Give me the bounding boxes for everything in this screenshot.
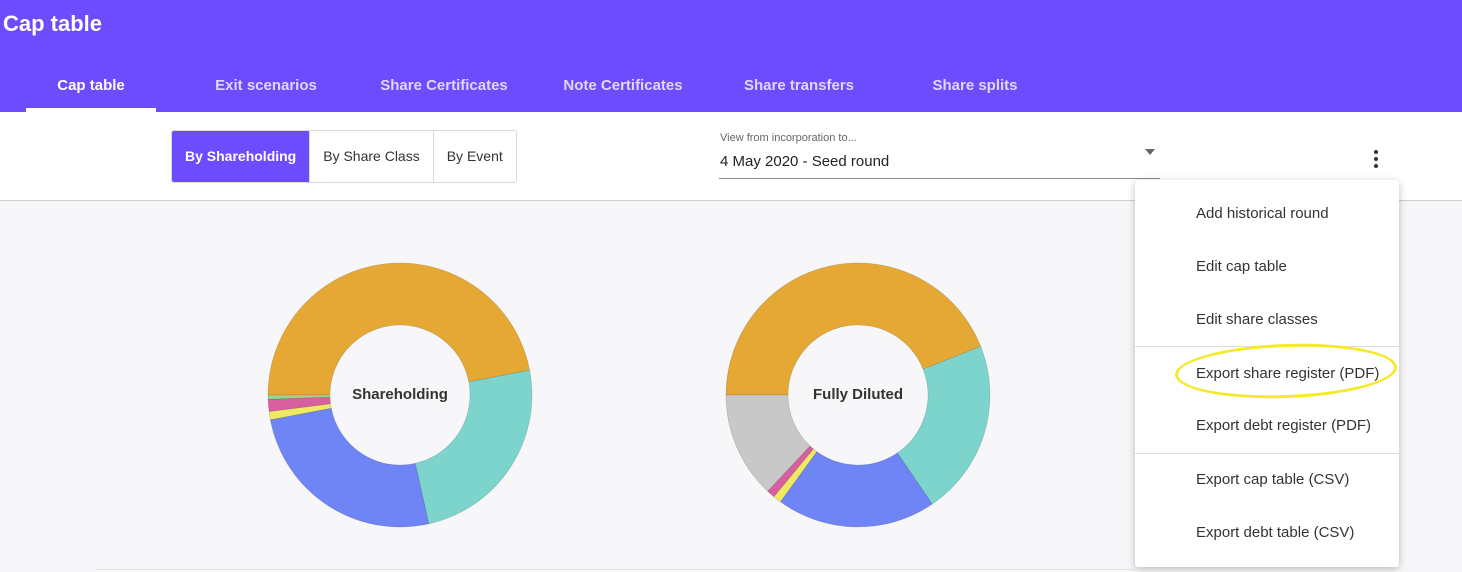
toggle-by-shareholding[interactable]: By Shareholding [172,131,311,182]
tab-share-transfers[interactable]: Share transfers [743,77,855,94]
menu-export-debt-table-csv[interactable]: Export debt table (CSV) [1196,524,1355,541]
more-dot [1374,150,1378,154]
page-title: Cap table [3,11,103,36]
menu-export-debt-register-pdf[interactable]: Export debt register (PDF) [1196,417,1372,434]
menu-edit-cap-table[interactable]: Edit cap table [1196,258,1287,275]
menu-edit-share-classes[interactable]: Edit share classes [1196,311,1318,328]
dropdown-arrow-icon[interactable] [1145,149,1155,155]
menu-export-cap-table-csv[interactable]: Export cap table (CSV) [1196,471,1350,488]
donut-slice[interactable] [268,403,332,421]
active-tab-indicator [26,108,156,112]
view-from-value: 4 May 2020 - Seed round [720,153,890,170]
tab-cap-table[interactable]: Cap table [57,77,125,94]
tab-share-certificates[interactable]: Share Certificates [380,77,508,94]
donut-slice[interactable] [725,394,811,492]
fully-diluted-donut-chart [725,262,991,528]
content-divider [95,569,1135,570]
toggle-by-share-class[interactable]: By Share Class [310,131,434,182]
app-header: Cap table Cap table Exit scenarios Share… [0,0,1462,112]
menu-export-share-register-pdf[interactable]: Export share register (PDF) [1196,365,1380,382]
menu-divider [1135,346,1399,347]
view-from-label: View from incorporation to... [720,132,857,144]
more-vert-icon[interactable] [1366,148,1386,170]
more-dot [1374,164,1378,168]
menu-add-historical-round[interactable]: Add historical round [1196,205,1329,222]
more-dot [1374,157,1378,161]
shareholding-chart-title: Shareholding [352,386,448,403]
donut-slice[interactable] [414,369,533,525]
donut-slice[interactable] [269,407,430,528]
donut-slice[interactable] [267,394,331,400]
donut-slice[interactable] [779,451,933,528]
fully-diluted-chart-title: Fully Diluted [813,386,903,403]
view-from-select[interactable]: View from incorporation to... 4 May 2020… [719,132,1160,179]
more-actions-menu: Add historical round Edit cap table Edit… [1135,180,1399,567]
donut-slice[interactable] [773,448,818,503]
donut-slice[interactable] [767,445,814,498]
donut-slice[interactable] [267,262,531,396]
donut-slice[interactable] [896,346,991,505]
menu-divider [1135,453,1399,454]
tab-bar: Cap table Exit scenarios Share Certifica… [0,60,1100,112]
view-mode-toggle: By Shareholding By Share Class By Event [171,130,517,183]
toggle-by-event[interactable]: By Event [433,131,516,182]
donut-slice[interactable] [725,262,982,396]
shareholding-donut-chart [267,262,533,528]
donut-slice[interactable] [267,396,331,412]
tab-note-certificates[interactable]: Note Certificates [563,77,683,94]
tab-share-splits[interactable]: Share splits [932,77,1018,94]
tab-exit-scenarios[interactable]: Exit scenarios [215,77,317,94]
